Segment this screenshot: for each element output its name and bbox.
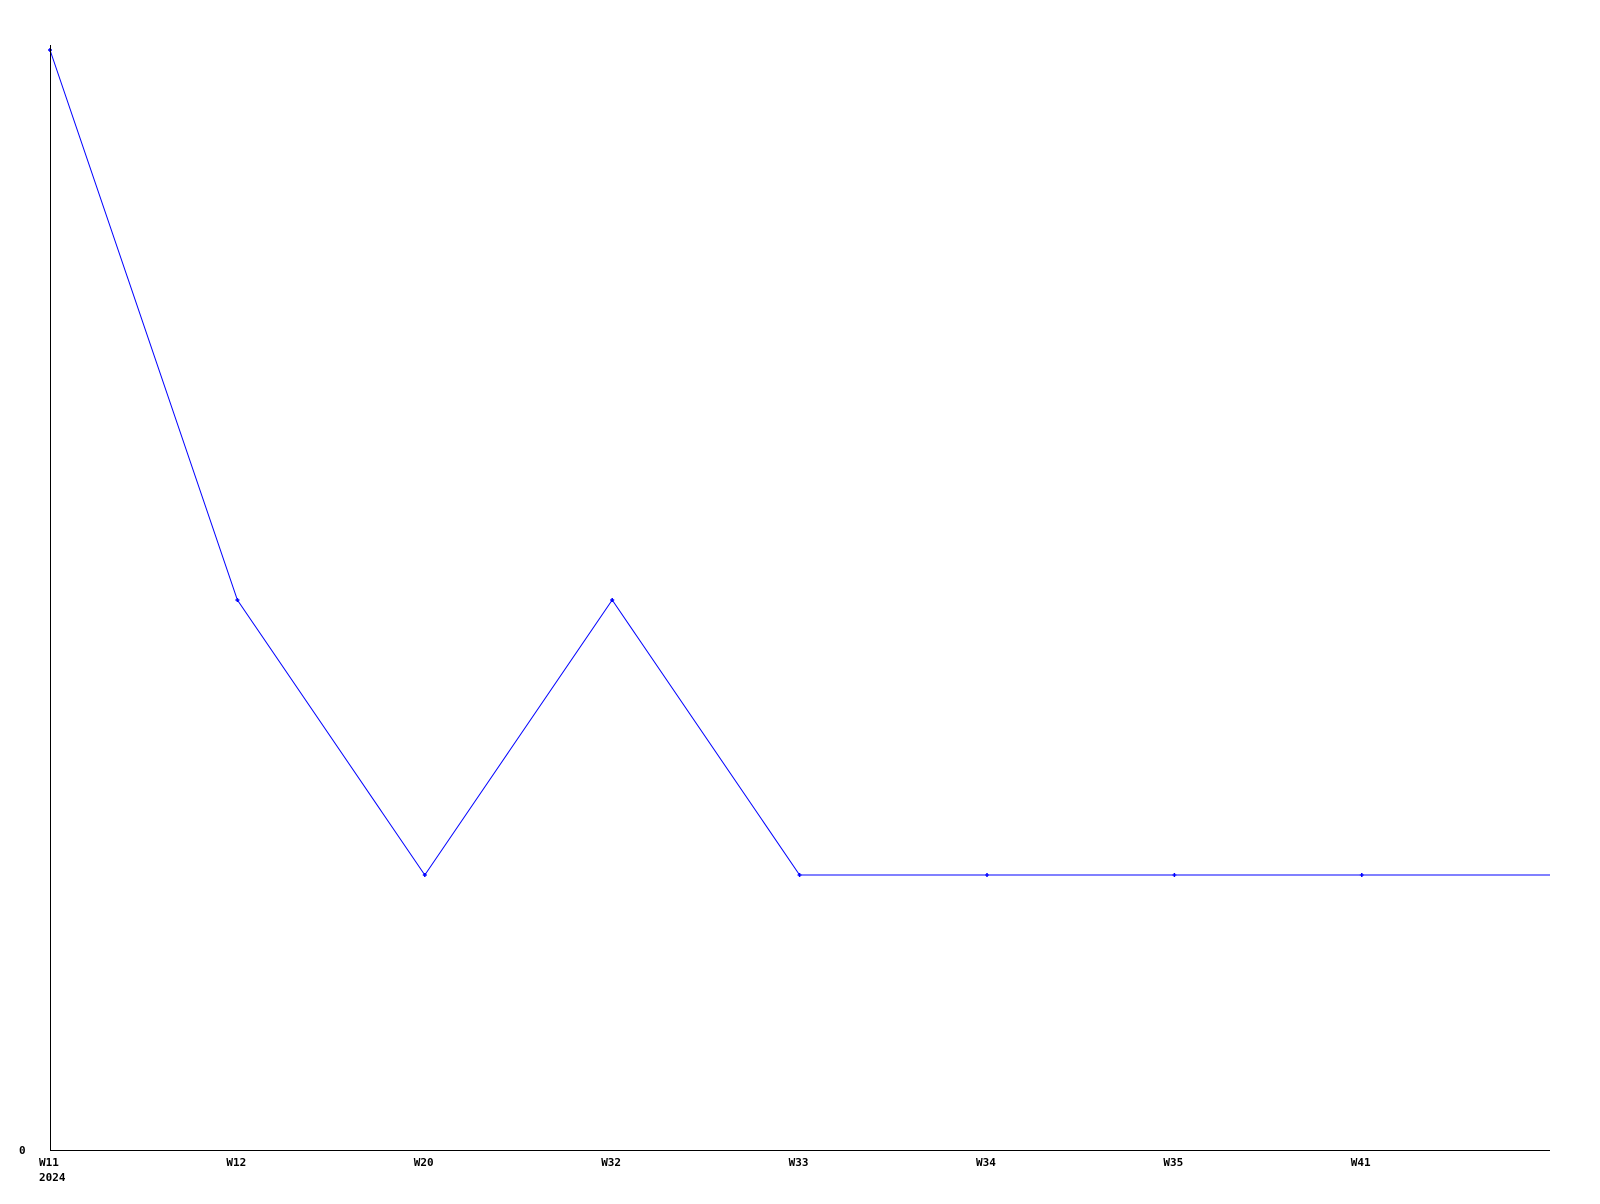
x-tick-label-w12: W12 bbox=[226, 1156, 246, 1169]
data-point-w41 bbox=[1359, 873, 1364, 877]
y-tick-label-0: 0 bbox=[19, 1144, 26, 1157]
data-point-w32 bbox=[610, 598, 615, 602]
x-tick-label-w34: W34 bbox=[976, 1156, 996, 1169]
x-year-label: 2024 bbox=[39, 1171, 66, 1184]
x-tick-label-w41: W41 bbox=[1351, 1156, 1371, 1169]
x-tick-label-w35: W35 bbox=[1163, 1156, 1183, 1169]
x-tick-label-w20: W20 bbox=[414, 1156, 434, 1169]
x-tick-label-w32: W32 bbox=[601, 1156, 621, 1169]
x-tick-label-w11: W11 bbox=[39, 1156, 59, 1169]
data-point-w12 bbox=[235, 598, 240, 602]
data-point-w35 bbox=[1172, 873, 1177, 877]
x-tick-label-w33: W33 bbox=[789, 1156, 809, 1169]
series-line bbox=[49, 49, 1550, 876]
data-point-w20 bbox=[422, 873, 427, 877]
data-point-w33 bbox=[797, 873, 802, 877]
data-point-w34 bbox=[985, 873, 989, 877]
